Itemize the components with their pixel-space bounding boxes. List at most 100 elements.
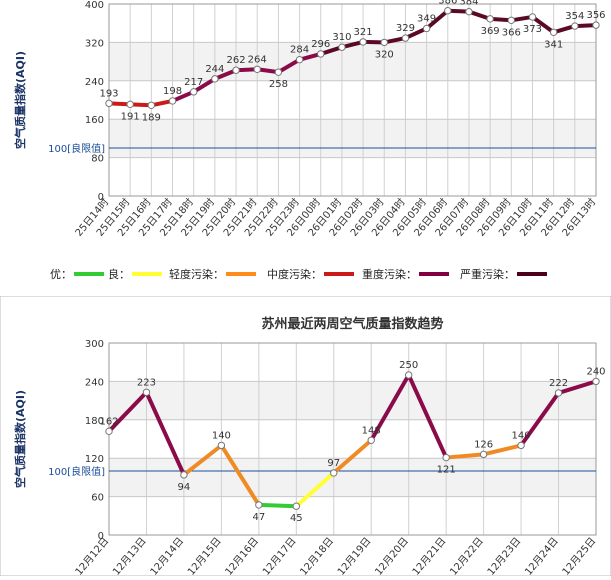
data-label: 193 (99, 88, 118, 99)
data-label: 94 (178, 482, 191, 493)
plot-band (109, 42, 596, 80)
data-label: 384 (459, 0, 478, 8)
y-axis-label: 空气质量指数(AQI) (13, 390, 27, 488)
data-label: 244 (205, 64, 224, 75)
data-label: 329 (396, 23, 415, 34)
data-point (508, 17, 514, 23)
data-label: 240 (586, 366, 605, 377)
data-point (339, 44, 345, 50)
data-point (331, 470, 337, 476)
data-point (169, 98, 175, 104)
data-label: 223 (137, 377, 156, 388)
data-label: 262 (226, 55, 245, 66)
plot-band (109, 158, 596, 196)
data-point (480, 451, 486, 457)
y-tick-label: 320 (85, 38, 104, 49)
legend-label: 中度污染： (267, 267, 322, 281)
data-label: 258 (269, 79, 288, 90)
data-label: 310 (332, 32, 351, 43)
data-label: 97 (327, 458, 340, 469)
data-label: 198 (163, 86, 182, 97)
aqi-legend-svg: 优： 良： 轻度污染： 中度污染： 重度污染： 严重污染： (0, 262, 611, 288)
data-point (275, 69, 281, 75)
legend-label: 良： (108, 267, 130, 281)
data-point (572, 23, 578, 29)
plot-band (109, 497, 596, 535)
data-label: 369 (481, 26, 500, 37)
data-label: 264 (248, 54, 267, 65)
data-label: 349 (417, 13, 436, 24)
data-label: 284 (290, 45, 309, 56)
hourly-aqi-svg: 080160240320400100[良限值]空气质量指数(AQI)25日14时… (0, 0, 611, 262)
data-label: 356 (586, 10, 605, 21)
data-label: 140 (212, 430, 231, 441)
data-label: 373 (523, 24, 542, 35)
data-point (190, 89, 196, 95)
y-tick-label: 400 (85, 0, 104, 11)
y-tick-label: 120 (85, 454, 104, 465)
data-point (402, 35, 408, 41)
panel-separator (0, 288, 611, 296)
data-point (550, 29, 556, 35)
data-point (127, 101, 133, 107)
data-point (143, 389, 149, 395)
data-point (106, 100, 112, 106)
plot-band (109, 343, 596, 381)
data-label: 296 (311, 39, 330, 50)
data-point (423, 25, 429, 31)
y-tick-label: 300 (85, 339, 104, 350)
data-label: 140 (512, 430, 531, 441)
plot-band (109, 119, 596, 157)
data-point (368, 437, 374, 443)
data-point (318, 51, 324, 57)
y-tick-label: 240 (85, 377, 104, 388)
data-label: 250 (399, 360, 418, 371)
data-point (181, 472, 187, 478)
y-axis-label: 空气质量指数(AQI) (13, 51, 27, 149)
data-point (487, 16, 493, 22)
data-label: 126 (474, 439, 493, 450)
y-tick-label: 240 (85, 77, 104, 88)
data-label: 222 (549, 378, 568, 389)
data-label: 148 (362, 425, 381, 436)
y-tick-label: 60 (91, 493, 104, 504)
data-label: 341 (544, 39, 563, 50)
data-label: 191 (121, 111, 140, 122)
chart-title: 苏州最近两周空气质量指数趋势 (261, 316, 443, 332)
legend-label: 重度污染： (362, 267, 417, 281)
data-point (518, 442, 524, 448)
daily-aqi-svg: 060120180240300100[良限值]空气质量指数(AQI)苏州最近两周… (0, 296, 611, 576)
data-point (593, 378, 599, 384)
legend-label: 严重污染： (460, 267, 515, 281)
data-point (466, 8, 472, 14)
plot-band (109, 381, 596, 419)
data-point (445, 8, 451, 14)
data-label: 386 (438, 0, 457, 7)
legend-label: 优： (50, 268, 72, 281)
data-label: 47 (252, 512, 265, 523)
data-point (254, 66, 260, 72)
data-point (443, 454, 449, 460)
data-point (148, 102, 154, 108)
data-label: 162 (99, 416, 118, 427)
data-label: 45 (290, 513, 303, 524)
data-point (405, 372, 411, 378)
series-segment (259, 505, 296, 506)
data-point (555, 390, 561, 396)
data-point (212, 76, 218, 82)
data-label: 217 (184, 77, 203, 88)
y-tick-label: 160 (85, 115, 104, 126)
data-point (106, 428, 112, 434)
aqi-legend: 优： 良： 轻度污染： 中度污染： 重度污染： 严重污染： (0, 262, 611, 288)
data-label: 320 (375, 49, 394, 60)
data-point (529, 14, 535, 20)
data-point (218, 442, 224, 448)
data-label: 354 (565, 11, 584, 22)
data-point (233, 67, 239, 73)
legend-label: 轻度污染： (169, 267, 224, 281)
data-label: 321 (354, 27, 373, 38)
data-label: 366 (502, 27, 521, 38)
data-point (293, 503, 299, 509)
